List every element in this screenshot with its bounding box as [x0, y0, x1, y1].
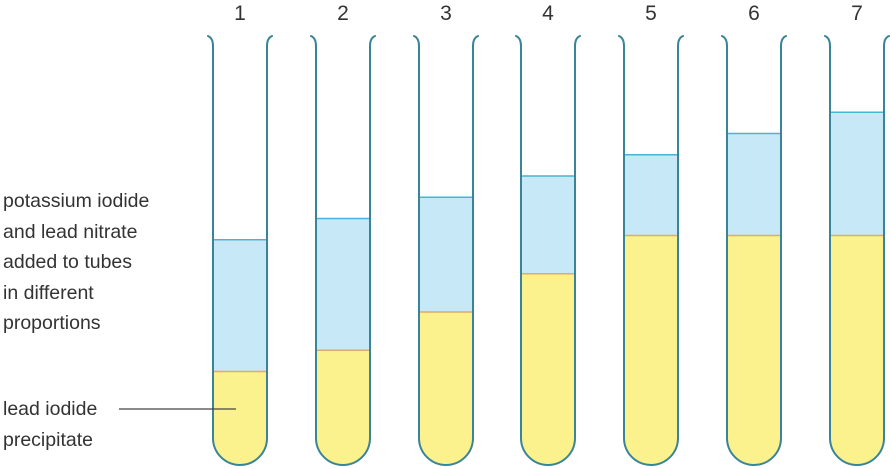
test-tube: [618, 35, 684, 466]
tube-number: 3: [440, 2, 452, 25]
tube-number: 6: [748, 2, 760, 25]
test-tube: [721, 35, 787, 466]
precipitate-layer: [624, 235, 678, 465]
tube-number: 5: [645, 2, 657, 25]
test-tube: [413, 35, 479, 466]
reagents-label-line: and lead nitrate: [3, 220, 138, 243]
tube-outline: [413, 35, 479, 466]
precipitate-layer: [521, 273, 575, 465]
tube-number: 2: [337, 2, 349, 25]
tube-outline: [310, 35, 376, 466]
tube-outline: [824, 35, 890, 466]
reagents-label-line: added to tubes: [3, 251, 133, 273]
test-tube: [824, 35, 890, 466]
precipitate-layer: [727, 235, 781, 465]
tube-number: 1: [234, 2, 246, 25]
precipitate-label-line: precipitate: [3, 428, 93, 451]
precipitate-layer: [419, 312, 473, 465]
precipitate-layer: [316, 350, 370, 465]
tube-outline: [618, 35, 684, 466]
test-tube: [310, 35, 376, 466]
tube-outline: [721, 35, 787, 466]
tube-outline: [515, 35, 581, 466]
precipitate-label: lead iodide precipitate: [3, 394, 97, 455]
reagents-label-line: potassium iodide: [3, 190, 150, 212]
tube-number: 4: [542, 2, 554, 25]
precipitate-layer: [213, 371, 267, 465]
reagents-label-line: in different: [3, 281, 94, 304]
reagents-label: potassium iodide and lead nitrate added …: [3, 186, 149, 339]
test-tube: [207, 35, 273, 466]
tube-number: 7: [851, 2, 863, 25]
test-tube: [515, 35, 581, 466]
precipitate-label-line: lead iodide: [3, 398, 98, 420]
tube-outline: [207, 35, 273, 466]
precipitate-layer: [830, 235, 884, 465]
reagents-label-line: proportions: [3, 312, 101, 334]
